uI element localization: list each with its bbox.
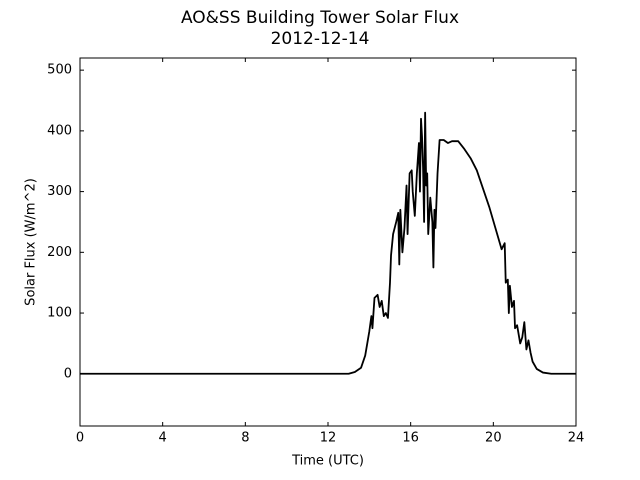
y-tick-label: 500 <box>47 63 72 78</box>
y-tick-label: 400 <box>47 123 72 138</box>
x-tick-label: 16 <box>402 431 419 446</box>
y-tick-label: 0 <box>64 366 72 381</box>
x-tick-label: 4 <box>159 431 167 446</box>
x-tick-label: 20 <box>485 431 502 446</box>
chart-subtitle: 2012-12-14 <box>271 29 370 49</box>
x-tick-label: 24 <box>568 431 585 446</box>
x-tick-label: 8 <box>241 431 249 446</box>
plot-frame <box>79 57 577 427</box>
chart-title: AO&SS Building Tower Solar Flux <box>181 8 459 28</box>
y-tick-label: 200 <box>47 245 72 260</box>
x-tick-label: 12 <box>320 431 337 446</box>
x-axis-label: Time (UTC) <box>291 454 364 469</box>
flux-line <box>80 111 576 375</box>
y-axis-label: Solar Flux (W/m^2) <box>24 178 39 306</box>
y-tick-label: 100 <box>47 306 72 321</box>
x-tick-label: 0 <box>76 431 84 446</box>
y-tick-label: 300 <box>47 184 72 199</box>
